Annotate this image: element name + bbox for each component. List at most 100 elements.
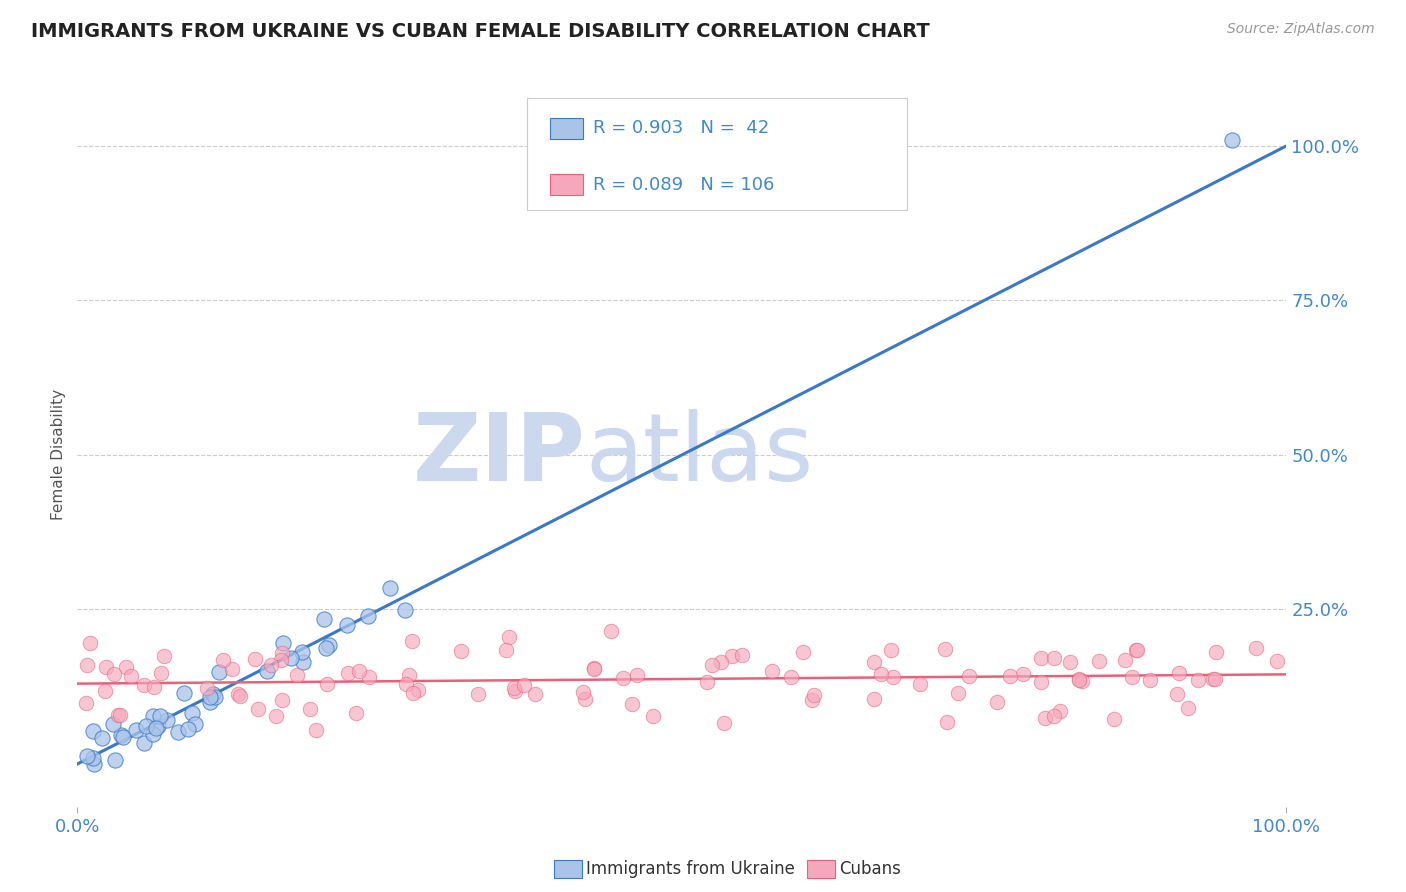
Point	[134, 736, 156, 750]
Point	[83, 756, 105, 771]
Point	[801, 693, 824, 707]
Point	[299, 702, 322, 716]
Point	[1121, 670, 1143, 684]
Point	[260, 657, 283, 672]
Point	[870, 667, 893, 681]
Point	[357, 609, 380, 624]
Text: ZIP: ZIP	[412, 409, 585, 501]
Point	[1029, 651, 1052, 665]
Point	[177, 722, 200, 736]
Point	[1187, 673, 1209, 688]
Point	[208, 665, 231, 679]
Point	[401, 633, 423, 648]
Point	[803, 689, 825, 703]
Point	[700, 657, 723, 672]
Point	[344, 706, 367, 720]
Point	[1220, 133, 1243, 147]
Point	[879, 643, 901, 657]
Point	[104, 754, 127, 768]
Point	[721, 649, 744, 664]
Point	[212, 653, 235, 667]
Point	[502, 681, 524, 696]
Point	[270, 692, 292, 706]
Point	[696, 674, 718, 689]
Point	[82, 724, 104, 739]
Point	[1033, 711, 1056, 725]
Point	[318, 638, 340, 652]
Point	[713, 716, 735, 731]
Point	[1059, 656, 1081, 670]
Point	[156, 713, 179, 727]
Point	[359, 670, 381, 684]
Point	[1177, 701, 1199, 715]
Point	[76, 657, 98, 672]
Point	[103, 667, 125, 681]
Point	[173, 686, 195, 700]
Point	[946, 686, 969, 700]
Point	[495, 643, 517, 657]
Point	[285, 668, 308, 682]
Y-axis label: Female Disability: Female Disability	[51, 389, 66, 521]
Point	[195, 681, 218, 695]
Point	[142, 727, 165, 741]
Point	[135, 719, 157, 733]
Point	[314, 612, 336, 626]
Point	[908, 677, 931, 691]
Point	[600, 624, 623, 638]
Point	[271, 647, 294, 661]
Point	[1012, 666, 1035, 681]
Point	[583, 661, 606, 675]
Point	[1029, 675, 1052, 690]
Point	[347, 664, 370, 678]
Point	[96, 659, 118, 673]
Text: R = 0.089   N = 106: R = 0.089 N = 106	[593, 176, 775, 194]
Point	[204, 690, 226, 704]
Point	[152, 649, 174, 664]
Point	[1205, 645, 1227, 659]
Point	[266, 709, 288, 723]
Point	[221, 662, 243, 676]
Point	[582, 661, 605, 675]
Point	[626, 668, 648, 682]
Point	[79, 635, 101, 649]
Point	[149, 709, 172, 723]
Point	[110, 729, 132, 743]
Point	[882, 670, 904, 684]
Point	[101, 717, 124, 731]
Point	[398, 667, 420, 681]
Point	[166, 724, 188, 739]
Point	[337, 665, 360, 680]
Point	[378, 581, 401, 595]
Point	[934, 641, 956, 656]
Point	[150, 666, 173, 681]
Point	[780, 670, 803, 684]
Point	[936, 714, 959, 729]
Point	[198, 690, 221, 705]
Text: IMMIGRANTS FROM UKRAINE VS CUBAN FEMALE DISABILITY CORRELATION CHART: IMMIGRANTS FROM UKRAINE VS CUBAN FEMALE …	[31, 22, 929, 41]
Point	[280, 651, 302, 665]
Point	[270, 653, 292, 667]
Point	[1049, 704, 1071, 718]
Point	[82, 751, 104, 765]
Point	[120, 669, 142, 683]
Point	[110, 707, 132, 722]
Point	[401, 686, 423, 700]
Point	[641, 708, 664, 723]
Point	[1043, 708, 1066, 723]
Point	[76, 749, 98, 764]
Point	[226, 687, 249, 701]
Point	[498, 630, 520, 644]
Point	[1167, 665, 1189, 680]
Point	[148, 719, 170, 733]
Point	[143, 680, 166, 694]
Point	[863, 655, 886, 669]
Point	[1126, 643, 1149, 657]
Point	[271, 636, 294, 650]
Point	[620, 697, 643, 711]
Point	[112, 731, 135, 745]
Point	[394, 603, 416, 617]
Point	[125, 723, 148, 737]
Point	[1202, 673, 1225, 687]
Point	[574, 692, 596, 706]
Point	[503, 683, 526, 698]
